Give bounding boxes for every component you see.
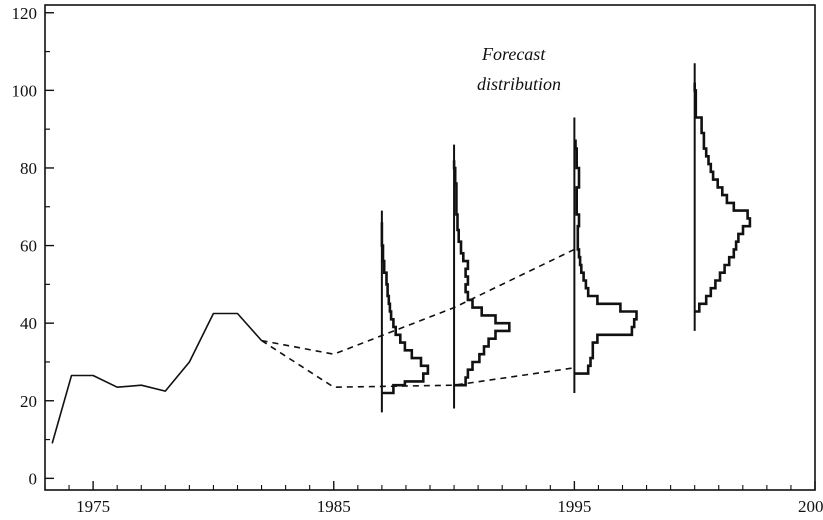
y-tick-label: 20 [20,392,37,411]
series-layer [51,248,575,444]
annotation-line2: distribution [477,74,561,94]
distribution-histogram [574,139,638,375]
forecast-bound-line-1 [261,248,575,356]
x-tick-label: 1985 [317,497,351,516]
forecast-distribution-1995 [573,117,638,393]
plot-frame [44,4,816,491]
history-line [51,312,263,444]
y-tick-label: 80 [20,159,37,178]
x-tick-label: 1975 [76,497,110,516]
y-axis: 0 20 40 60 80 100 120 [12,4,54,488]
y-tick-label: 100 [12,81,38,100]
forecast-distributions [380,63,752,413]
y-tick-label: 60 [20,237,37,256]
forecast-distribution-1990 [452,144,511,409]
y-tick-label: 120 [12,4,38,23]
distribution-histogram [693,82,752,313]
y-tick-label: 40 [20,314,37,333]
distribution-histogram [380,222,430,395]
x-tick-label: 1995 [557,497,591,516]
forecast-distribution-1987 [380,210,430,413]
annotation-line1: Forecast [481,44,546,64]
forecast-annotation: Forecast distribution [477,44,561,94]
x-tick-label: 2005 [798,497,823,516]
forecast-distribution-2000 [693,63,752,331]
y-tick-label: 0 [29,469,38,488]
distribution-histogram [452,160,511,387]
x-axis: 1975 1985 1995 2005 [44,481,823,516]
plot-border [44,4,816,491]
